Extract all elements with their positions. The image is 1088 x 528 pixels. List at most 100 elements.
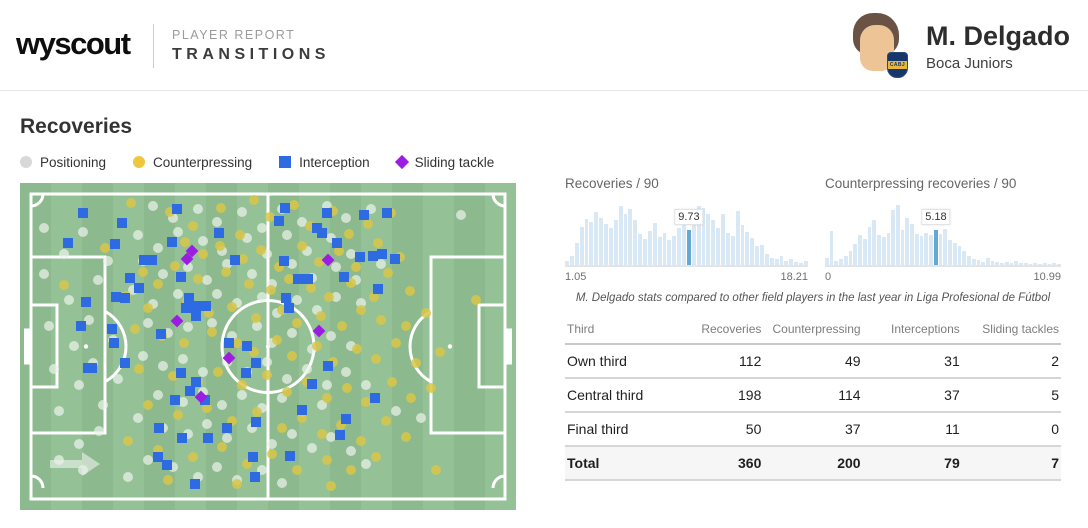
marker-interception xyxy=(200,395,210,406)
bar xyxy=(706,214,711,265)
marker-counterpressing xyxy=(276,422,287,433)
marker-counterpressing xyxy=(420,308,431,319)
bar xyxy=(716,227,720,265)
marker-positioning xyxy=(266,279,277,290)
marker-counterpressing xyxy=(405,393,416,404)
marker-positioning xyxy=(177,396,188,407)
marker-interception xyxy=(338,271,349,282)
marker-counterpressing xyxy=(234,229,245,240)
marker-counterpressing xyxy=(162,474,173,485)
bar xyxy=(1004,261,1009,265)
bar xyxy=(990,261,995,265)
marker-counterpressing xyxy=(346,465,357,476)
marker-positioning xyxy=(133,229,144,240)
bar xyxy=(613,219,618,265)
marker-counterpressing xyxy=(328,357,339,368)
bar xyxy=(779,255,784,265)
highlight-bar xyxy=(933,230,938,265)
marker-interception xyxy=(134,282,145,293)
marker-positioning xyxy=(88,357,99,368)
legend-label: Interception xyxy=(299,154,370,170)
marker-positioning xyxy=(247,268,258,279)
table-header-cell: Recoveries xyxy=(664,317,764,345)
marker-interception xyxy=(161,459,172,470)
bar xyxy=(967,255,971,265)
header-divider xyxy=(153,24,154,68)
marker-counterpressing xyxy=(343,229,354,240)
marker-interception xyxy=(106,323,117,334)
marker-interception xyxy=(152,452,163,463)
table-cell: Total xyxy=(565,446,665,481)
marker-interception xyxy=(202,433,213,444)
table-body: Own third 112 49 31 2 Central third 198 114 37 5 F… xyxy=(565,344,1061,481)
bar xyxy=(677,227,681,265)
marker-positioning xyxy=(281,373,292,384)
marker-interception xyxy=(251,357,262,368)
counterpressing-icon xyxy=(133,156,146,168)
bar xyxy=(638,234,642,265)
marker-counterpressing xyxy=(172,409,183,420)
table-cell: 7 xyxy=(961,446,1061,481)
marker-interception xyxy=(139,254,149,265)
marker-counterpressing xyxy=(266,285,277,296)
marker-positioning xyxy=(142,318,153,329)
marker-positioning xyxy=(73,380,84,391)
marker-positioning xyxy=(197,236,208,247)
histogram-counterpressing: Counterpressing recoveries / 90 5.18 0 1… xyxy=(825,176,1061,283)
marker-positioning xyxy=(271,308,282,319)
axis-min-label: 1.05 xyxy=(565,271,587,283)
marker-counterpressing xyxy=(232,478,243,489)
marker-counterpressing xyxy=(291,317,302,328)
bar xyxy=(599,217,603,265)
bar xyxy=(604,224,608,265)
bar xyxy=(943,229,948,265)
player-avatar: CABJ xyxy=(848,12,908,80)
marker-counterpressing xyxy=(361,396,372,407)
marker-counterpressing xyxy=(401,320,412,331)
legend-label: Sliding tackle xyxy=(414,154,495,170)
bar xyxy=(789,259,794,265)
pitch-lines xyxy=(24,192,512,501)
marker-positioning xyxy=(266,439,277,450)
bar xyxy=(774,258,779,265)
report-title: TRANSITIONS xyxy=(172,46,330,63)
marker-interception xyxy=(242,340,253,351)
marker-positioning xyxy=(286,259,297,270)
bar xyxy=(862,238,867,265)
marker-positioning xyxy=(346,249,357,260)
marker-counterpressing xyxy=(187,452,198,463)
histogram-bars: 9.73 xyxy=(565,203,808,267)
bar xyxy=(740,225,745,265)
bar xyxy=(1052,263,1056,265)
marker-counterpressing xyxy=(351,344,362,355)
bar xyxy=(652,222,657,265)
marker-interception xyxy=(283,302,294,313)
marker-positioning xyxy=(172,288,183,299)
marker-counterpressing xyxy=(283,273,294,284)
marker-counterpressing xyxy=(346,278,357,289)
marker-counterpressing xyxy=(363,218,374,229)
marker-positioning xyxy=(123,471,134,482)
bar xyxy=(784,260,789,265)
marker-counterpressing xyxy=(372,238,383,249)
bar xyxy=(848,251,853,265)
marker-interception xyxy=(297,404,308,415)
marker-interception xyxy=(368,250,379,261)
marker-counterpressing xyxy=(221,266,232,277)
marker-positioning xyxy=(133,413,144,424)
marker-counterpressing xyxy=(232,337,243,348)
marker-interception xyxy=(223,337,234,348)
axis-min-label: 0 xyxy=(825,271,832,283)
marker-counterpressing xyxy=(316,311,327,322)
marker-interception xyxy=(155,329,166,340)
marker-interception xyxy=(229,254,240,265)
marker-counterpressing xyxy=(311,340,322,351)
bar xyxy=(843,256,848,265)
marker-positioning xyxy=(296,216,307,227)
bar xyxy=(589,221,594,265)
marker-positioning xyxy=(326,432,337,443)
marker-positioning xyxy=(257,465,268,476)
marker-interception xyxy=(166,236,177,247)
marker-counterpressing xyxy=(304,220,315,231)
bar xyxy=(769,257,774,265)
